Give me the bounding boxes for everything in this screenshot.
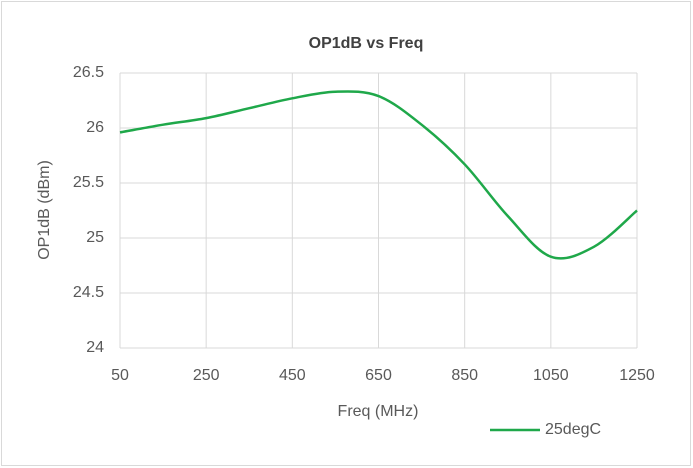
- y-axis-label: OP1dB (dBm): [36, 160, 53, 260]
- x-tick-label: 850: [451, 367, 478, 384]
- y-tick-label: 25.5: [73, 174, 104, 191]
- x-tick-label: 250: [193, 367, 220, 384]
- y-tick-label: 25: [86, 229, 104, 246]
- legend-label: 25degC: [545, 421, 601, 438]
- x-tick-label: 650: [365, 367, 392, 384]
- chart-title: OP1dB vs Freq: [309, 35, 424, 52]
- y-tick-label: 24: [86, 339, 104, 356]
- x-tick-label: 1250: [619, 367, 655, 384]
- series-line: [119, 90, 638, 260]
- x-tick-label: 1050: [533, 367, 569, 384]
- y-tick-label: 26: [86, 119, 104, 136]
- x-axis-label: Freq (MHz): [338, 403, 419, 420]
- x-tick-label: 50: [111, 367, 129, 384]
- x-tick-label: 450: [279, 367, 306, 384]
- y-tick-label: 24.5: [73, 284, 104, 301]
- y-tick-label: 26.5: [73, 64, 104, 81]
